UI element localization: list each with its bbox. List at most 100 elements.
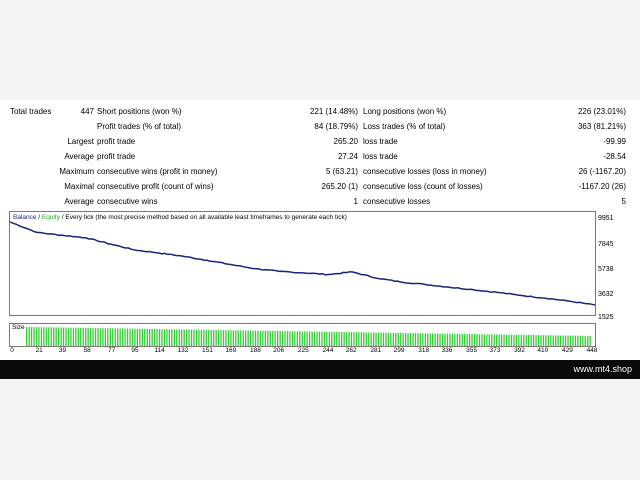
- size-bar: [252, 330, 254, 346]
- size-bar: [136, 328, 138, 346]
- size-bar: [441, 333, 444, 346]
- site-link[interactable]: www.mt4.shop: [573, 364, 632, 374]
- legend-separator: /: [36, 214, 42, 221]
- size-bar: [163, 329, 166, 346]
- size-bar: [129, 328, 131, 346]
- stats-cell-c5: loss trade: [363, 152, 398, 161]
- size-bar: [459, 333, 461, 346]
- size-bar: [28, 327, 30, 346]
- x-tick-label: 151: [202, 347, 213, 354]
- size-bar: [414, 333, 417, 346]
- size-bar: [341, 332, 343, 346]
- size-bar: [109, 328, 111, 346]
- stats-cell-c5: consecutive losses: [363, 197, 431, 206]
- stats-cell-c5: consecutive loss (count of losses): [363, 182, 483, 191]
- x-tick-label: 95: [131, 347, 139, 354]
- size-bar: [99, 328, 102, 346]
- size-bar: [444, 333, 446, 346]
- size-bar: [227, 330, 230, 346]
- size-bar: [520, 334, 522, 346]
- size-bar: [277, 331, 279, 346]
- size-bar: [262, 330, 264, 346]
- size-bar: [390, 332, 392, 346]
- size-bar: [316, 331, 318, 346]
- x-axis-labels: 0 21 39 58 77 95 114 132 151 169 188 206 225 244 262 28…: [0, 347, 640, 357]
- size-bar: [360, 332, 362, 346]
- size-bar: [50, 327, 52, 346]
- balance-chart: Balance / Equity / Every tick (the most …: [9, 211, 596, 316]
- size-bar: [582, 335, 584, 346]
- legend-equity: Equity: [41, 214, 60, 221]
- size-bar: [466, 334, 468, 346]
- size-bar: [281, 331, 284, 346]
- size-bar: [225, 330, 227, 346]
- size-bar: [542, 335, 545, 346]
- size-bar: [537, 335, 540, 346]
- size-bar: [530, 335, 532, 346]
- size-bar: [397, 332, 399, 346]
- size-bar: [124, 328, 126, 346]
- size-bar: [577, 335, 579, 346]
- size-bar: [449, 333, 451, 346]
- size-bar: [434, 333, 436, 346]
- size-bar: [168, 329, 170, 346]
- size-bar: [299, 331, 301, 346]
- balance-line: [9, 221, 596, 306]
- x-tick-label: 244: [322, 347, 334, 354]
- size-bar: [365, 332, 367, 346]
- x-tick-label: 410: [537, 347, 549, 354]
- stats-row: Maximum consecutive wins (profit in money…: [0, 164, 640, 179]
- size-bar: [348, 332, 350, 346]
- size-bar: [382, 332, 385, 346]
- size-bar: [567, 335, 569, 346]
- size-bar: [289, 331, 291, 346]
- stats-cell-c4: 265.20 (1): [321, 182, 358, 191]
- size-bar: [345, 332, 348, 346]
- size-bar: [505, 334, 508, 346]
- size-bar: [557, 335, 559, 346]
- size-bar: [422, 333, 424, 346]
- size-bar: [30, 327, 33, 346]
- size-bar: [291, 331, 294, 346]
- size-bar: [574, 335, 577, 346]
- size-bar: [584, 335, 586, 346]
- size-bar: [249, 330, 252, 346]
- size-bar: [555, 335, 557, 346]
- x-tick-label: 132: [177, 347, 189, 354]
- size-bar: [540, 335, 542, 346]
- size-bar: [43, 327, 45, 346]
- size-bar: [491, 334, 493, 346]
- size-bar: [493, 334, 495, 346]
- size-bar: [528, 335, 530, 346]
- size-bar: [67, 327, 70, 346]
- size-bar: [72, 327, 75, 346]
- size-bar: [547, 335, 549, 346]
- x-tick-label: 169: [225, 347, 237, 354]
- size-bar: [313, 331, 316, 346]
- x-tick-label: 262: [345, 347, 357, 354]
- stats-cell-c3: Profit trades (% of total): [97, 122, 182, 131]
- legend-description: / Every tick (the most precise method ba…: [60, 214, 347, 221]
- size-bar: [237, 330, 239, 346]
- size-bar: [301, 331, 303, 346]
- size-bar: [552, 335, 554, 346]
- stats-cell-c6: 26 (-1167.20): [578, 167, 626, 176]
- y-tick-label: 1525: [598, 314, 614, 321]
- size-bar: [240, 330, 242, 346]
- stats-cell-c1: Average: [64, 152, 94, 161]
- size-bar: [190, 329, 193, 346]
- size-bar: [392, 332, 394, 346]
- stats-cell-c4: 221 (14.48%): [309, 107, 358, 116]
- size-bar: [545, 335, 547, 346]
- size-bar: [427, 333, 429, 346]
- size-bar: [326, 331, 328, 346]
- size-bar: [456, 333, 458, 346]
- size-bar: [323, 331, 326, 346]
- stats-cell-c6: -1167.20 (26): [578, 182, 626, 191]
- stats-cell-c1: Maximal: [64, 182, 94, 191]
- stats-cell-c1: Maximum: [59, 167, 94, 176]
- size-bar: [156, 329, 158, 346]
- size-bar: [373, 332, 375, 346]
- size-bar: [564, 335, 567, 346]
- size-bar: [33, 327, 35, 346]
